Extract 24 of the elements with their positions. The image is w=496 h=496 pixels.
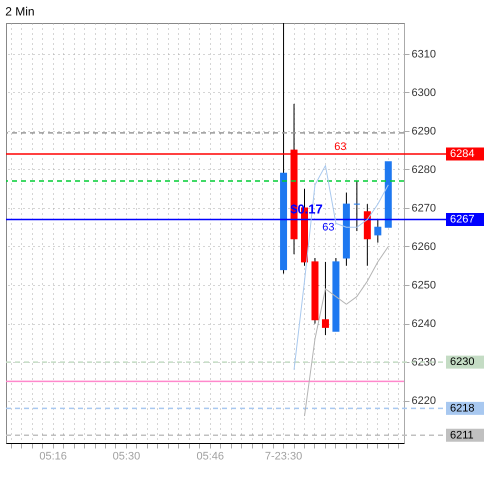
ref-line-label: 6211 [450,429,474,442]
y-tick-label: 6310 [412,48,436,60]
ref-line-label: 6284 [450,148,474,160]
ref-line-label: 6218 [450,402,474,414]
candlestick [322,261,329,336]
y-tick-label: 6280 [412,164,436,176]
candlestick [353,180,360,232]
chart-title: 2 Min [5,4,35,18]
x-tick-label: 05:46 [196,450,224,462]
ref-line-label: 6267 [450,214,474,226]
ref-line-label: 6230 [450,356,474,368]
x-tick-label: 05:30 [112,450,140,462]
y-tick-label: 6300 [412,86,436,99]
y-tick-label: 6270 [412,202,436,214]
x-tick-label: 05:16 [39,450,67,462]
y-tick-label: 6240 [412,318,436,330]
y-tick-label: 6290 [412,125,436,138]
x-tick-label: 7-23:30 [264,450,302,462]
annotation: 63 [322,222,335,234]
y-tick-label: 6260 [412,240,436,253]
candlestick [374,219,382,244]
y-tick-label: 6250 [412,280,436,292]
annotation: 63 [334,141,346,154]
y-tick-label: 6220 [412,395,436,408]
